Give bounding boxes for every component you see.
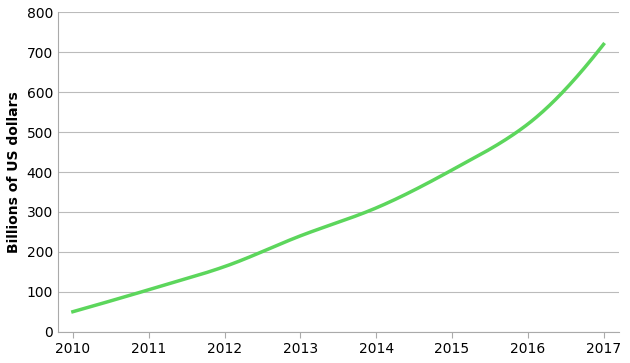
Y-axis label: Billions of US dollars: Billions of US dollars [7,91,21,253]
